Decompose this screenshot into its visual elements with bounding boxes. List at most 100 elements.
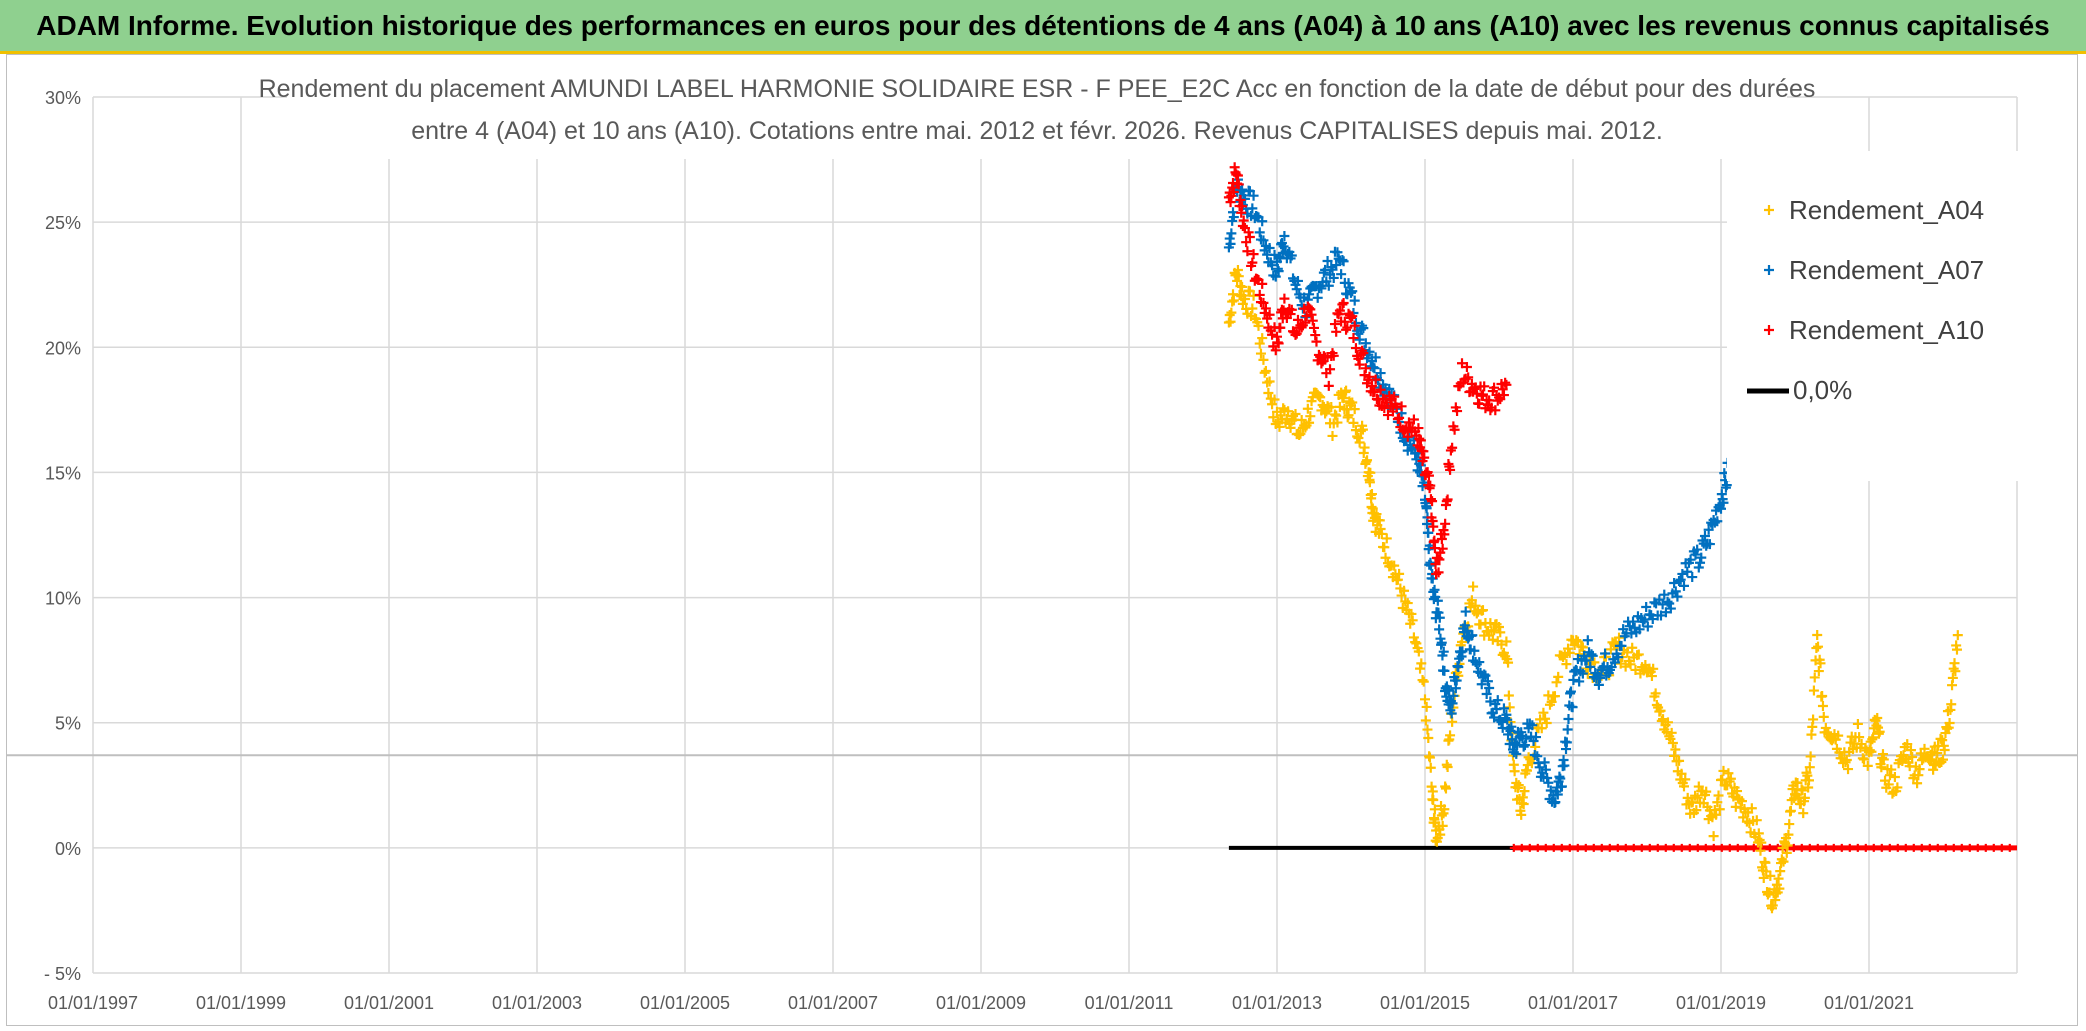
data-point <box>1498 703 1509 714</box>
data-point <box>1260 366 1271 377</box>
data-point <box>1332 247 1343 258</box>
data-point <box>1264 243 1275 254</box>
data-point <box>1665 603 1676 614</box>
data-point <box>1353 433 1364 444</box>
data-point <box>1366 381 1377 392</box>
data-point <box>1574 676 1585 687</box>
data-point <box>1628 616 1639 627</box>
data-point <box>1354 334 1365 345</box>
data-point <box>1424 752 1435 763</box>
data-point <box>1439 665 1450 676</box>
data-point <box>1571 635 1582 646</box>
data-point <box>1394 412 1405 423</box>
data-point <box>1233 179 1244 190</box>
data-point <box>1379 542 1390 553</box>
data-point <box>1291 284 1302 295</box>
data-point <box>1423 732 1434 743</box>
data-point <box>1310 330 1321 341</box>
data-point <box>1937 735 1948 746</box>
data-point <box>1402 598 1413 609</box>
data-point <box>1410 637 1421 648</box>
data-point <box>1714 804 1725 815</box>
data-point <box>1653 843 1662 852</box>
data-point <box>1451 675 1462 686</box>
data-point <box>1295 428 1306 439</box>
data-point <box>1334 305 1345 316</box>
data-point <box>1228 212 1239 223</box>
data-point <box>1551 677 1562 688</box>
data-point <box>1426 560 1436 571</box>
data-point <box>1258 354 1269 365</box>
data-point <box>1564 647 1575 658</box>
data-point <box>1283 406 1294 417</box>
data-point <box>1329 319 1340 330</box>
chart-title: Rendement du placement AMUNDI LABEL HARM… <box>259 59 1815 159</box>
data-point <box>1661 843 1670 852</box>
data-point <box>1470 600 1481 611</box>
data-point <box>1375 368 1386 379</box>
data-point <box>1901 843 1910 852</box>
data-point <box>1589 843 1598 852</box>
data-point <box>1359 442 1370 453</box>
data-point <box>1232 275 1243 286</box>
data-point <box>1346 287 1356 298</box>
data-point <box>1829 843 1838 852</box>
data-point <box>1367 503 1378 514</box>
data-point <box>1527 720 1538 731</box>
data-point <box>1376 528 1387 539</box>
chart-title-line-2: entre 4 (A04) et 10 ans (A10). Cotations… <box>411 117 1663 145</box>
data-point <box>1316 283 1327 294</box>
data-point <box>1370 374 1381 385</box>
data-point <box>1421 503 1432 514</box>
data-point <box>1947 672 1958 683</box>
data-point <box>1257 278 1268 289</box>
data-point <box>1822 727 1833 738</box>
data-point <box>1778 856 1789 867</box>
data-point <box>1348 417 1359 428</box>
report-banner: ADAM Informe. Evolution historique des p… <box>0 0 2086 54</box>
data-point <box>1664 598 1675 609</box>
data-point <box>1360 363 1371 374</box>
data-point <box>1799 792 1810 803</box>
data-point <box>1741 843 1750 852</box>
data-point <box>1474 398 1485 409</box>
data-point <box>1629 622 1640 633</box>
data-point <box>1422 724 1433 735</box>
data-point <box>1290 329 1301 340</box>
data-point <box>1360 338 1371 349</box>
data-point <box>1782 840 1793 851</box>
x-tick-label: 01/01/2009 <box>936 993 1026 1013</box>
data-point <box>1285 422 1296 433</box>
data-point <box>1792 777 1803 788</box>
data-point <box>1442 494 1453 505</box>
data-point <box>1732 786 1743 797</box>
legend-background <box>1727 151 2027 481</box>
data-point <box>1489 382 1500 393</box>
data-point <box>1549 691 1560 702</box>
data-point <box>1805 751 1816 762</box>
data-point <box>1421 701 1432 712</box>
data-point <box>1859 754 1870 765</box>
data-point <box>1461 362 1472 373</box>
data-point <box>1506 721 1517 732</box>
data-point <box>1237 281 1248 292</box>
data-point <box>1286 304 1297 315</box>
data-point <box>1273 266 1284 277</box>
data-point <box>1516 809 1527 820</box>
data-point <box>1913 770 1924 781</box>
data-point <box>1546 696 1557 707</box>
data-point <box>1436 810 1447 821</box>
data-point <box>1304 417 1315 428</box>
data-point <box>1460 606 1471 617</box>
data-point <box>1797 843 1806 852</box>
data-point <box>1399 585 1410 596</box>
data-point <box>1559 760 1570 771</box>
data-point <box>1418 676 1429 687</box>
legend-markers <box>1747 205 1789 394</box>
data-point <box>1699 531 1710 542</box>
data-point <box>1342 322 1353 333</box>
data-point <box>1437 820 1448 831</box>
data-point <box>1534 762 1545 773</box>
data-point <box>1760 857 1771 868</box>
data-point <box>1646 671 1657 682</box>
